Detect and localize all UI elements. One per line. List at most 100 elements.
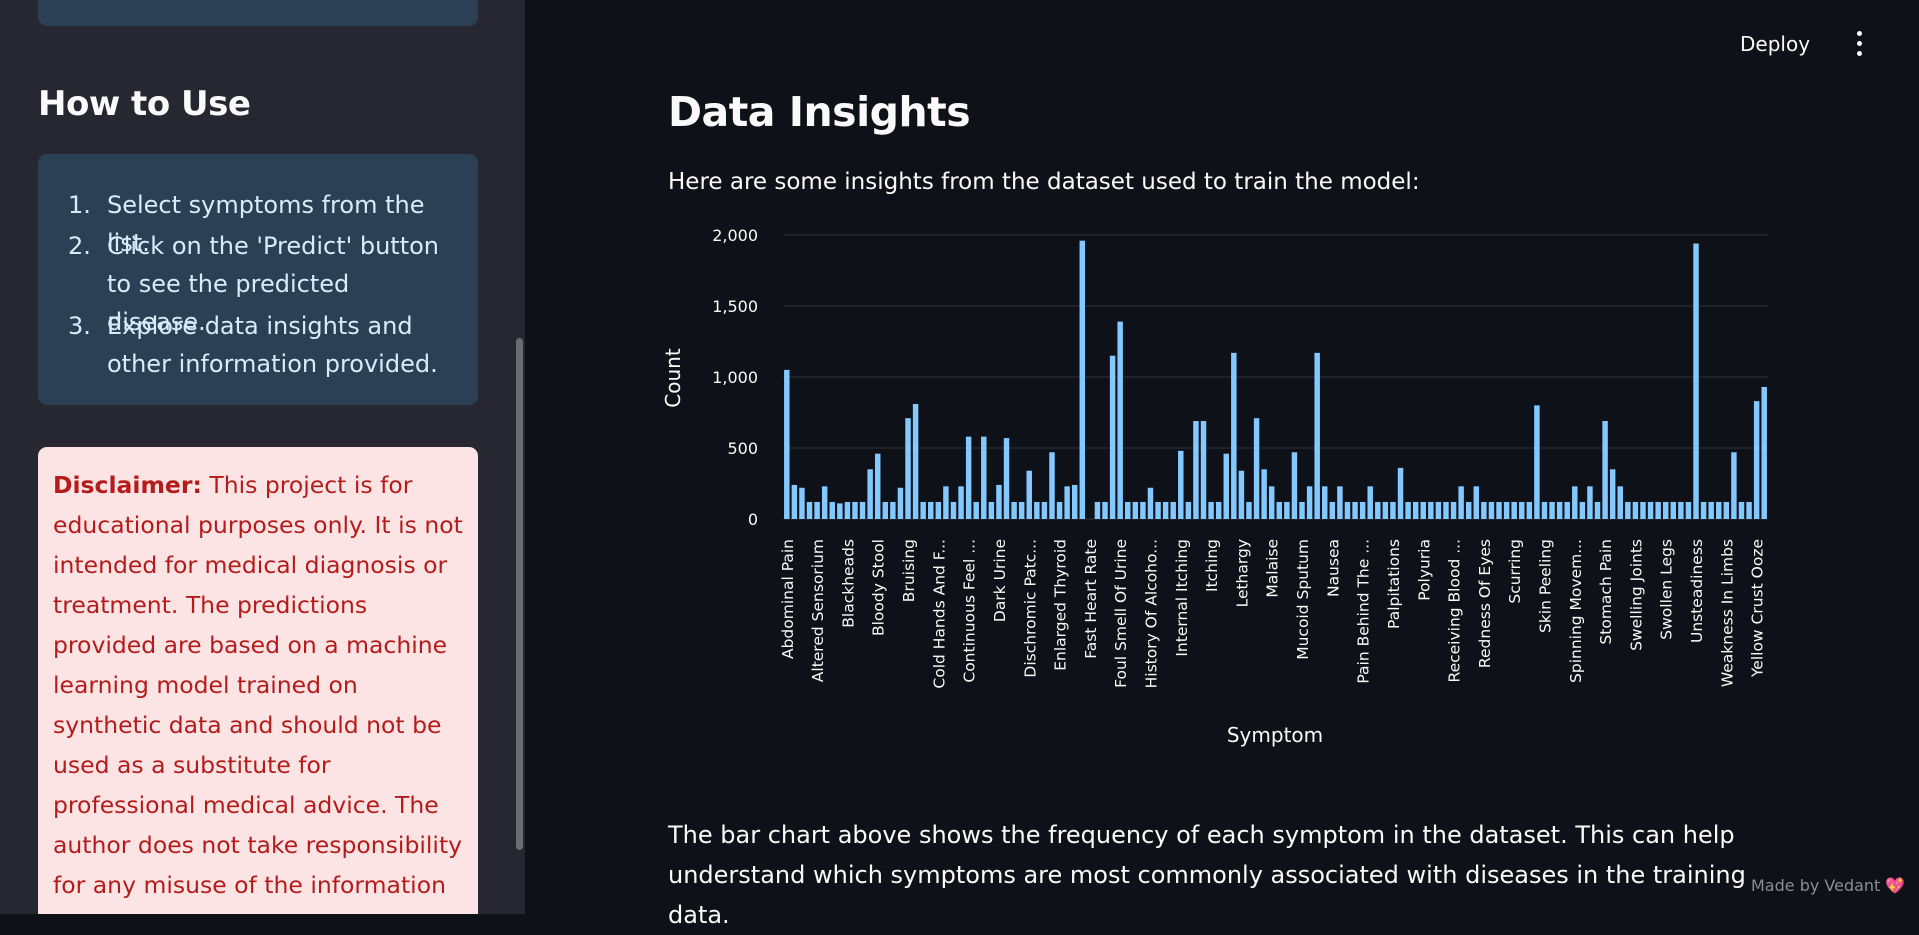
chart-bar[interactable] xyxy=(1678,502,1683,519)
chart-bar[interactable] xyxy=(1102,502,1107,519)
chart-bar[interactable] xyxy=(1261,469,1266,519)
chart-bar[interactable] xyxy=(1193,421,1198,519)
chart-bar[interactable] xyxy=(1269,486,1274,519)
chart-bar[interactable] xyxy=(1224,454,1229,519)
chart-bar[interactable] xyxy=(1011,502,1016,519)
chart-bar[interactable] xyxy=(1292,452,1297,519)
chart-bar[interactable] xyxy=(1542,502,1547,519)
chart-bar[interactable] xyxy=(1489,502,1494,519)
chart-bar[interactable] xyxy=(875,454,880,519)
chart-bar[interactable] xyxy=(807,502,812,519)
chart-bar[interactable] xyxy=(1133,502,1138,519)
kebab-menu-icon[interactable] xyxy=(1850,29,1870,59)
chart-bar[interactable] xyxy=(1549,502,1554,519)
chart-bar[interactable] xyxy=(1314,353,1319,519)
chart-bar[interactable] xyxy=(1602,421,1607,519)
chart-bar[interactable] xyxy=(1352,502,1357,519)
chart-bar[interactable] xyxy=(1216,502,1221,519)
chart-bar[interactable] xyxy=(1330,502,1335,519)
chart-bar[interactable] xyxy=(1337,486,1342,519)
chart-bar[interactable] xyxy=(799,488,804,519)
chart-bar[interactable] xyxy=(936,502,941,519)
chart-bar[interactable] xyxy=(1708,502,1713,519)
chart-bar[interactable] xyxy=(898,488,903,519)
chart-bar[interactable] xyxy=(1019,502,1024,519)
chart-bar[interactable] xyxy=(996,485,1001,519)
chart-bar[interactable] xyxy=(1125,502,1130,519)
chart-bar[interactable] xyxy=(1693,244,1698,519)
chart-bar[interactable] xyxy=(1458,486,1463,519)
chart-bar[interactable] xyxy=(1564,502,1569,519)
chart-bar[interactable] xyxy=(1754,401,1759,519)
chart-bar[interactable] xyxy=(1731,452,1736,519)
sidebar-scrollbar[interactable] xyxy=(514,0,525,914)
chart-bar[interactable] xyxy=(943,486,948,519)
chart-bar[interactable] xyxy=(1428,502,1433,519)
chart-bar[interactable] xyxy=(1383,502,1388,519)
chart-bar[interactable] xyxy=(1443,502,1448,519)
chart-bar[interactable] xyxy=(1042,502,1047,519)
chart-bar[interactable] xyxy=(989,502,994,519)
chart-bar[interactable] xyxy=(1413,502,1418,519)
chart-bar[interactable] xyxy=(920,502,925,519)
chart-bar[interactable] xyxy=(1640,502,1645,519)
scrollbar-thumb[interactable] xyxy=(516,338,523,850)
deploy-button[interactable]: Deploy xyxy=(1740,27,1810,61)
chart-bar[interactable] xyxy=(1496,502,1501,519)
chart-bar[interactable] xyxy=(1299,502,1304,519)
chart-bar[interactable] xyxy=(1246,502,1251,519)
chart-bar[interactable] xyxy=(1117,322,1122,519)
chart-bar[interactable] xyxy=(1072,485,1077,519)
chart-bar[interactable] xyxy=(1367,486,1372,519)
chart-bar[interactable] xyxy=(1504,502,1509,519)
chart-bar[interactable] xyxy=(951,502,956,519)
chart-bar[interactable] xyxy=(1701,502,1706,519)
chart-bar[interactable] xyxy=(1474,486,1479,519)
chart-bar[interactable] xyxy=(1671,502,1676,519)
chart-bar[interactable] xyxy=(1633,502,1638,519)
chart-bar[interactable] xyxy=(1170,502,1175,519)
chart-bar[interactable] xyxy=(1746,502,1751,519)
chart-bar[interactable] xyxy=(1625,502,1630,519)
chart-bar[interactable] xyxy=(1739,502,1744,519)
chart-bar[interactable] xyxy=(860,502,865,519)
chart-bar[interactable] xyxy=(1034,502,1039,519)
chart-bar[interactable] xyxy=(852,502,857,519)
chart-bar[interactable] xyxy=(981,437,986,519)
chart-bar[interactable] xyxy=(1557,502,1562,519)
chart-bar[interactable] xyxy=(1534,405,1539,519)
chart-bar[interactable] xyxy=(1716,502,1721,519)
chart-bar[interactable] xyxy=(1231,353,1236,519)
chart-bar[interactable] xyxy=(1511,502,1516,519)
chart-bar[interactable] xyxy=(1663,502,1668,519)
chart-bar[interactable] xyxy=(1163,502,1168,519)
chart-bar[interactable] xyxy=(1208,502,1213,519)
chart-bar[interactable] xyxy=(958,486,963,519)
chart-bar[interactable] xyxy=(822,486,827,519)
chart-bar[interactable] xyxy=(928,502,933,519)
chart-bar[interactable] xyxy=(1057,502,1062,519)
chart-bar[interactable] xyxy=(1239,471,1244,519)
chart-bar[interactable] xyxy=(1360,502,1365,519)
chart-bar[interactable] xyxy=(1284,502,1289,519)
chart-bar[interactable] xyxy=(1095,502,1100,519)
chart-bar[interactable] xyxy=(1140,502,1145,519)
chart-bar[interactable] xyxy=(1110,356,1115,519)
chart-bar[interactable] xyxy=(1595,502,1600,519)
chart-bar[interactable] xyxy=(1587,486,1592,519)
chart-bar[interactable] xyxy=(1527,502,1532,519)
chart-svg[interactable]: 0 500 1,000 1,500 2,000 Abdominal Pain Altere… xyxy=(650,225,1780,755)
chart-bar[interactable] xyxy=(1421,502,1426,519)
chart-bar[interactable] xyxy=(1724,502,1729,519)
chart-bar[interactable] xyxy=(1618,486,1623,519)
chart-bar[interactable] xyxy=(1345,502,1350,519)
chart-bar[interactable] xyxy=(1307,486,1312,519)
chart-bar[interactable] xyxy=(1064,486,1069,519)
chart-bar[interactable] xyxy=(830,502,835,519)
chart-bar[interactable] xyxy=(1186,502,1191,519)
chart-bar[interactable] xyxy=(867,469,872,519)
chart-bar[interactable] xyxy=(1004,438,1009,519)
chart-bar[interactable] xyxy=(1451,502,1456,519)
chart-bar[interactable] xyxy=(1322,486,1327,519)
chart-bar[interactable] xyxy=(1572,486,1577,519)
